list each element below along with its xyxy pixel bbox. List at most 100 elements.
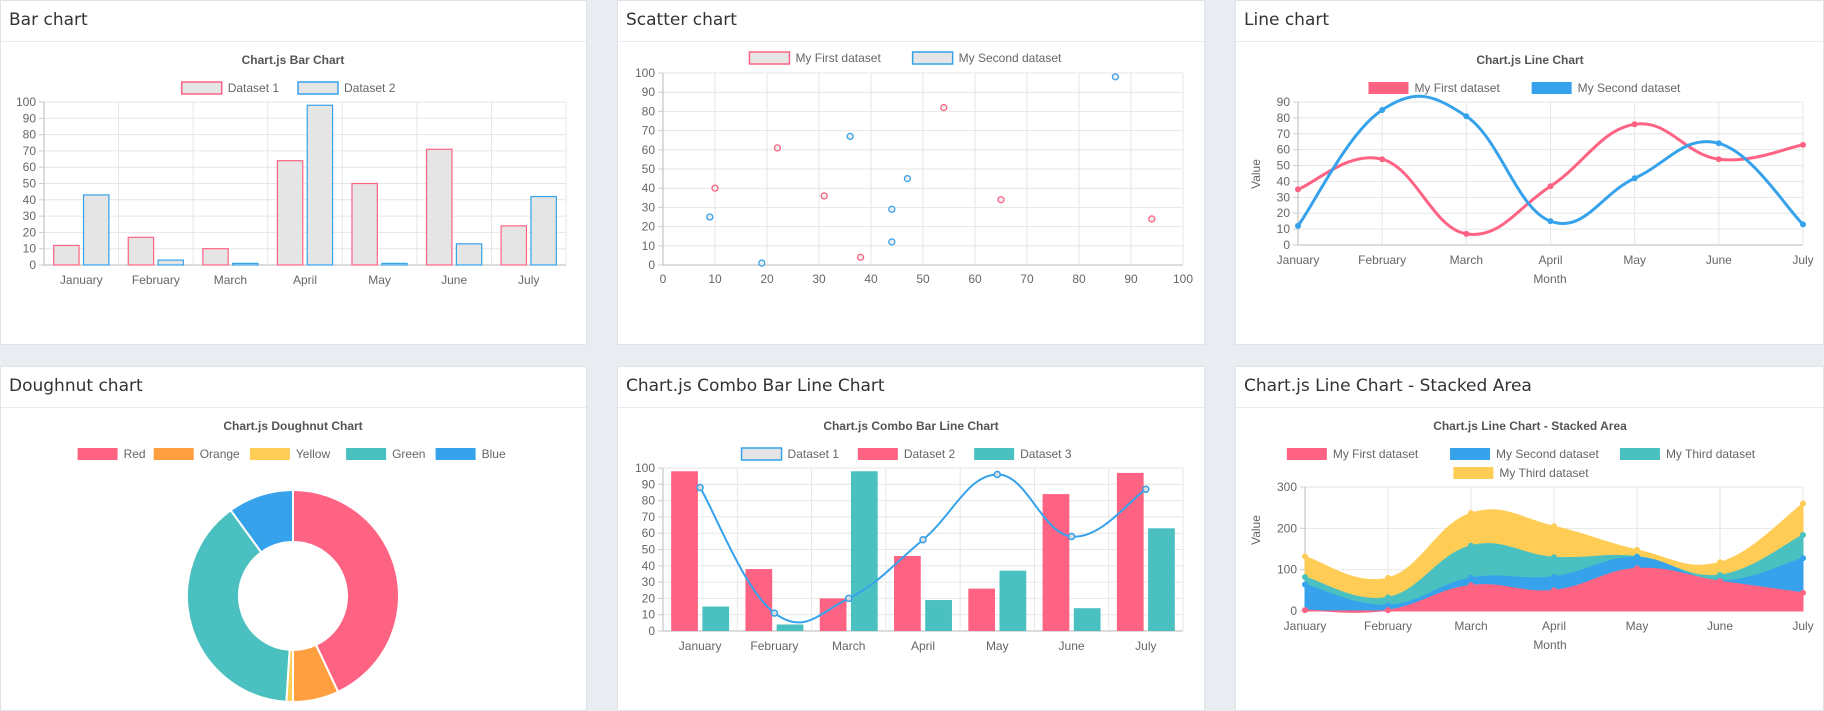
y-tick-label: 100 — [1277, 563, 1297, 577]
y-tick-label: 90 — [642, 85, 656, 99]
x-tick-label: 60 — [968, 272, 982, 286]
area-point — [1717, 572, 1723, 579]
legend-label: Green — [392, 447, 425, 461]
legend-swatch — [1286, 448, 1327, 460]
x-tick-label: January — [1277, 253, 1320, 267]
scatter-point — [711, 184, 719, 192]
doughnut-slice — [292, 488, 400, 694]
chart-title: Chart.js Line Chart — [1476, 53, 1583, 67]
bar — [276, 160, 304, 266]
y-tick-label: 30 — [23, 209, 37, 223]
legend-swatch — [974, 448, 1015, 460]
combo-bar-line-chart: Chart.js Combo Bar Line Chart Dataset 1 Da… — [635, 419, 1184, 653]
area-point — [1551, 573, 1557, 580]
y-tick-label: 10 — [642, 239, 656, 253]
y-tick-label: 50 — [23, 177, 37, 191]
y-tick-label: 0 — [1290, 604, 1297, 618]
y-tick-label: 100 — [635, 461, 655, 475]
x-tick-label: 70 — [1020, 272, 1034, 286]
area-point — [1385, 602, 1391, 609]
legend-swatch — [435, 448, 476, 460]
legend-label: Dataset 3 — [1020, 447, 1072, 461]
scatter-point — [773, 144, 782, 152]
legend-swatch — [249, 448, 290, 460]
area-point — [1551, 554, 1557, 561]
legend-label: My Third dataset — [1499, 466, 1589, 480]
bar — [82, 194, 110, 266]
legend-swatch — [297, 81, 339, 95]
legend-label: My Second dataset — [1496, 447, 1599, 461]
line-point — [1715, 140, 1722, 147]
card-title: Chart.js Combo Bar Line Chart — [618, 367, 1204, 408]
bar — [455, 243, 483, 266]
scatter-point — [997, 196, 1005, 204]
y-tick-label: 40 — [642, 181, 656, 195]
legend-label: My Second dataset — [1578, 81, 1681, 95]
x-tick-label: January — [1284, 619, 1327, 633]
legend-swatch — [911, 51, 954, 65]
chart-body: Chart.js Bar Chart Dataset 1 Dataset 2 0 10 2… — [1, 42, 586, 344]
legend-swatch — [1531, 82, 1572, 94]
line-point — [770, 609, 779, 617]
scatter-point — [846, 132, 854, 141]
bar — [306, 104, 334, 266]
legend-label: Dataset 2 — [904, 447, 956, 461]
card-title: Doughnut chart — [1, 367, 586, 408]
x-tick-label: June — [441, 273, 467, 287]
bar — [1148, 528, 1175, 631]
bar — [671, 471, 698, 631]
x-tick-label: February — [1364, 619, 1412, 633]
legend-label: Red — [124, 447, 146, 461]
area-point — [1551, 523, 1557, 530]
bar — [127, 236, 155, 266]
x-tick-label: March — [214, 273, 247, 287]
chart-body: My First dataset My Second dataset 0 10 20 30… — [618, 42, 1204, 344]
legend-swatch — [1453, 467, 1494, 479]
x-tick-label: May — [986, 639, 1009, 653]
bar — [968, 588, 996, 631]
x-tick-label: April — [1538, 253, 1562, 267]
legend-label: My Third dataset — [1666, 447, 1756, 461]
x-tick-label: June — [1707, 619, 1733, 633]
y-tick-label: 70 — [642, 124, 656, 138]
y-tick-label: 0 — [1283, 238, 1290, 252]
bar — [425, 148, 453, 266]
area-point — [1385, 594, 1391, 601]
y-tick-label: 70 — [642, 510, 656, 524]
y-tick-label: 40 — [23, 193, 37, 207]
doughnut-slice — [186, 508, 291, 703]
area-point — [1800, 500, 1806, 507]
line-point — [844, 594, 853, 603]
line-point — [1295, 222, 1301, 229]
y-tick-label: 20 — [642, 591, 656, 605]
bar — [745, 569, 773, 631]
line-point — [1800, 141, 1806, 148]
scatter-point — [758, 259, 766, 267]
y-tick-label: 20 — [642, 220, 656, 234]
legend-label: My Second dataset — [959, 51, 1062, 65]
y-tick-label: 90 — [1277, 95, 1291, 109]
line-point — [1715, 156, 1722, 163]
bar-chart: Chart.js Bar Chart Dataset 1 Dataset 2 0 10 2… — [16, 53, 567, 287]
scatter-chart: My First dataset My Second dataset 0 10 20 30… — [635, 51, 1193, 286]
legend-swatch — [180, 81, 223, 95]
x-tick-label: February — [750, 639, 798, 653]
y-tick-label: 90 — [23, 111, 37, 125]
y-tick-label: 10 — [642, 608, 656, 622]
x-tick-label: July — [1792, 619, 1813, 633]
area-point — [1551, 587, 1557, 594]
x-tick-label: 80 — [1072, 272, 1086, 286]
scatter-point — [856, 253, 865, 261]
x-tick-label: January — [679, 639, 722, 653]
line-point — [1800, 221, 1806, 228]
legend-swatch — [1619, 448, 1660, 460]
line-point — [1067, 532, 1076, 541]
combo-chart-card: Chart.js Combo Bar Line Chart Chart.js C… — [617, 366, 1205, 711]
y-tick-label: 80 — [23, 128, 37, 142]
bar — [1042, 494, 1070, 631]
x-tick-label: 0 — [660, 272, 667, 286]
x-tick-label: 40 — [864, 272, 878, 286]
card-title: Bar chart — [1, 1, 586, 42]
y-tick-label: 90 — [642, 477, 656, 491]
bar — [776, 624, 804, 631]
